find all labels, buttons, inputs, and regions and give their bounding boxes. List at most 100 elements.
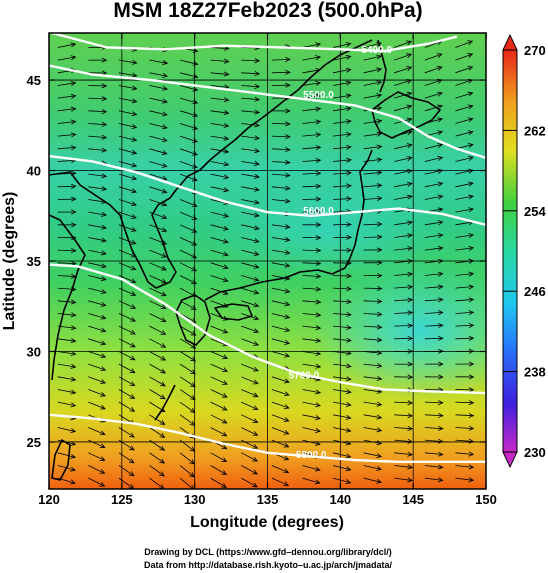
wind-arrow-head — [130, 214, 137, 219]
wind-arrow-shaft — [363, 171, 382, 175]
wind-arrow-head — [191, 253, 198, 259]
wind-arrow-head — [345, 42, 352, 47]
wind-arrow-head — [161, 265, 167, 271]
wind-arrow-head — [315, 132, 322, 138]
wind-arrow-head — [376, 388, 383, 394]
wind-arrow-head — [346, 234, 352, 240]
wind-arrow-shaft — [118, 237, 136, 245]
wind-arrow-shaft — [179, 338, 196, 349]
wind-arrow-shaft — [424, 401, 443, 404]
wind-arrow-head — [468, 464, 475, 470]
wind-arrow-shaft — [241, 477, 258, 488]
wind-arrow-head — [254, 122, 261, 128]
wind-arrow-head — [437, 168, 444, 174]
wind-arrow-head — [162, 60, 169, 66]
wind-arrow-shaft — [363, 401, 382, 406]
wind-arrow-shaft — [210, 287, 228, 295]
wind-arrow-head — [283, 417, 290, 422]
wind-arrow-head — [345, 440, 352, 446]
wind-arrow-shaft — [88, 211, 107, 216]
wind-arrow-shaft — [302, 389, 321, 394]
wind-arrow-head — [468, 387, 475, 393]
wind-arrow-shaft — [149, 351, 166, 361]
wind-arrow-head — [70, 55, 77, 61]
cold-core-north — [210, 180, 450, 280]
wind-arrow-head — [468, 245, 475, 251]
wind-arrow-shaft — [302, 325, 321, 329]
wind-arrow-shaft — [455, 92, 473, 99]
wind-arrow-head — [285, 82, 291, 88]
wind-arrow-shaft — [149, 173, 167, 180]
wind-arrow-head — [160, 381, 166, 387]
wind-arrow-shaft — [332, 68, 351, 74]
wind-arrow-shaft — [118, 287, 136, 296]
wind-arrow-shaft — [210, 262, 229, 269]
wind-arrow-head — [345, 54, 352, 60]
wind-arrow-shaft — [118, 59, 137, 64]
wind-arrow-shaft — [88, 275, 106, 281]
wind-arrow-head — [191, 240, 198, 246]
wind-arrow-head — [407, 400, 414, 406]
wind-arrow-head — [252, 418, 259, 423]
wind-arrow-shaft — [455, 299, 474, 302]
wind-arrow-shaft — [455, 169, 474, 175]
wind-arrow-shaft — [88, 313, 106, 319]
wind-arrow-shaft — [394, 247, 413, 251]
wind-arrow-shaft — [302, 287, 321, 290]
wind-arrow-head — [160, 330, 167, 335]
wind-arrow-head — [346, 286, 352, 292]
wind-arrow-head — [192, 150, 198, 156]
wind-arrow-shaft — [424, 182, 443, 188]
wind-arrow-head — [468, 361, 475, 367]
wind-arrow-shaft — [363, 223, 382, 226]
wind-arrow-shaft — [88, 452, 105, 461]
wind-arrow-head — [376, 427, 383, 433]
wind-arrow-shaft — [394, 105, 412, 112]
wind-arrow-head — [376, 105, 383, 111]
wind-arrow-shaft — [363, 325, 382, 328]
x-tick-label: 125 — [111, 492, 133, 507]
wind-arrow-shaft — [88, 401, 106, 410]
height-contour-label: 5700.0 — [289, 371, 320, 382]
wind-arrow-shaft — [271, 199, 290, 202]
wind-arrow-shaft — [271, 58, 290, 61]
wind-arrow-shaft — [57, 95, 76, 99]
wind-arrow-head — [285, 121, 291, 127]
wind-arrow-head — [376, 337, 383, 343]
wind-arrow-head — [101, 237, 107, 243]
height-contour-line — [49, 413, 486, 464]
wind-arrow-head — [376, 234, 383, 240]
wind-arrow-head — [407, 464, 414, 470]
wind-arrow-head — [437, 130, 444, 136]
wind-arrow-head — [130, 342, 136, 348]
wind-arrow-shaft — [88, 338, 106, 345]
wind-arrow-head — [70, 338, 77, 344]
wind-arrow-head — [159, 458, 166, 464]
wind-arrow-head — [100, 250, 107, 256]
wind-arrow-shaft — [455, 195, 474, 200]
wind-arrow-head — [345, 466, 352, 472]
wind-arrow-shaft — [118, 376, 135, 386]
wind-arrow-shaft — [332, 94, 351, 99]
wind-arrow-head — [315, 338, 322, 344]
wind-arrow-shaft — [424, 324, 443, 327]
wind-arrow-head — [223, 58, 230, 64]
wind-arrow-head — [131, 124, 138, 130]
wind-arrow-head — [222, 328, 229, 334]
wind-arrow-shaft — [241, 237, 259, 243]
wind-arrow-head — [407, 425, 414, 432]
wind-arrow-shaft — [455, 66, 473, 74]
wind-arrow-head — [70, 376, 77, 382]
wind-arrow-head — [223, 122, 230, 128]
wind-arrow-shaft — [394, 195, 413, 200]
wind-arrow-head — [70, 42, 77, 48]
wind-arrow-head — [190, 305, 197, 310]
wind-arrow-head — [161, 124, 168, 130]
wind-arrow-shaft — [241, 186, 260, 191]
wind-arrow-head — [160, 342, 167, 348]
wind-arrow-shaft — [363, 427, 382, 432]
wind-arrow-shaft — [210, 452, 227, 462]
wind-arrow-head — [407, 361, 414, 367]
y-tick-label: 35 — [27, 254, 41, 269]
wind-arrow-shaft — [333, 325, 352, 329]
